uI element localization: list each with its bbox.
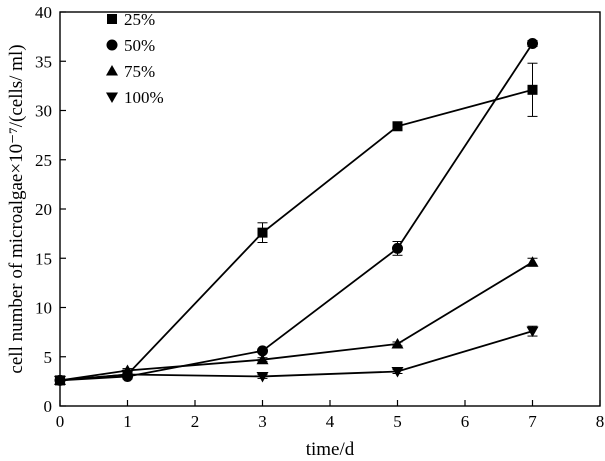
y-axis-title: cell number of microalgae×10⁻⁷/(cells/ m… xyxy=(6,44,27,373)
data-point-square xyxy=(257,227,268,238)
data-point-square xyxy=(392,121,403,132)
data-point-triangle-down xyxy=(54,375,66,387)
x-tick-label: 0 xyxy=(56,412,65,431)
legend: 25% 50% 75% 100% xyxy=(106,10,164,107)
x-tick-label: 5 xyxy=(393,412,402,431)
legend-label: 100% xyxy=(124,88,164,107)
y-tick-label: 30 xyxy=(35,102,52,121)
y-axis-ticks: 0 5 10 15 20 25 30 35 40 xyxy=(35,3,66,416)
legend-item: 25% xyxy=(107,10,155,29)
y-tick-label: 35 xyxy=(35,52,52,71)
y-tick-label: 40 xyxy=(35,3,52,22)
data-point-square xyxy=(107,14,117,24)
y-tick-label: 0 xyxy=(44,397,53,416)
x-tick-label: 2 xyxy=(191,412,200,431)
data-point-triangle-down xyxy=(121,369,134,381)
series-layer xyxy=(54,38,539,387)
legend-item: 75% xyxy=(106,62,155,81)
legend-item: 50% xyxy=(106,36,155,55)
data-point-circle xyxy=(106,39,118,51)
legend-item: 100% xyxy=(106,88,164,107)
data-point-triangle-down xyxy=(106,92,118,103)
data-point-triangle-up xyxy=(106,65,118,76)
data-point-triangle-down xyxy=(391,367,404,378)
data-point-triangle-down xyxy=(526,326,539,338)
x-tick-label: 8 xyxy=(596,412,605,431)
y-tick-label: 25 xyxy=(35,151,52,170)
legend-label: 50% xyxy=(124,36,155,55)
series-75-percent xyxy=(54,256,539,385)
data-point-triangle-up xyxy=(256,353,269,365)
x-axis-ticks: 0 1 2 3 4 5 6 7 8 xyxy=(56,400,605,431)
data-point-circle xyxy=(527,38,538,50)
x-axis-title: time/d xyxy=(306,439,355,460)
series-25-percent xyxy=(55,62,538,386)
x-tick-label: 4 xyxy=(326,412,335,431)
y-tick-label: 5 xyxy=(44,348,53,367)
data-point-circle xyxy=(257,345,268,357)
x-tick-label: 7 xyxy=(528,412,537,431)
x-tick-label: 6 xyxy=(461,412,470,431)
y-tick-label: 10 xyxy=(35,299,52,318)
data-point-square xyxy=(527,84,538,95)
data-point-triangle-down xyxy=(256,371,269,383)
x-tick-label: 1 xyxy=(123,412,132,431)
x-tick-label: 3 xyxy=(258,412,267,431)
data-point-triangle-up xyxy=(526,256,539,267)
series-100-percent xyxy=(54,325,539,387)
y-tick-label: 20 xyxy=(35,200,52,219)
series-line xyxy=(59,88,533,382)
y-tick-label: 15 xyxy=(35,249,52,268)
series-line xyxy=(59,261,533,382)
legend-label: 25% xyxy=(124,10,155,29)
data-point-circle xyxy=(392,242,403,254)
legend-label: 75% xyxy=(124,62,155,81)
data-point-triangle-up xyxy=(391,337,404,349)
